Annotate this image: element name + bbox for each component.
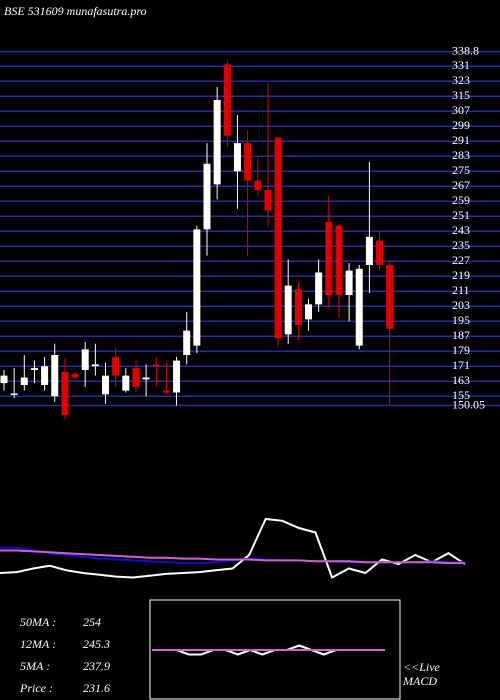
candle-body (274, 137, 282, 339)
indicator-value: 254 (83, 615, 101, 629)
candle-body (213, 100, 221, 185)
candle-body (294, 289, 302, 325)
indicator-name: 5MA : (20, 659, 50, 673)
ma-line (0, 517, 466, 579)
y-tick-label: 291 (452, 133, 470, 147)
y-tick-label: 211 (452, 283, 470, 297)
candle-body (315, 272, 323, 305)
candle-body (41, 366, 49, 385)
indicator-value: 237.9 (83, 659, 110, 673)
candle-body (244, 143, 252, 181)
y-tick-label: 243 (452, 223, 470, 237)
candle-body (365, 236, 373, 265)
chart-title: BSE 531609 munafasutra.pro (4, 4, 147, 18)
y-tick-label: 338.8 (452, 43, 479, 57)
candle-body (81, 349, 89, 370)
y-tick-label: 219 (452, 268, 470, 282)
candle-body (30, 368, 38, 370)
macd-link: <<Live MACD (402, 660, 441, 688)
candle-body (284, 285, 292, 335)
y-tick-label: 259 (452, 193, 470, 207)
candle-body (173, 360, 181, 393)
candle-body (203, 163, 211, 230)
indicator-name: 12MA : (20, 637, 56, 651)
ma-line (0, 546, 465, 565)
y-tick-label: 299 (452, 118, 470, 132)
candle-body (132, 368, 140, 387)
y-tick-label: 307 (452, 103, 470, 117)
candle-body (0, 375, 8, 384)
candle-body (142, 377, 150, 380)
candle-body (10, 393, 18, 395)
y-tick-label: 150.05 (452, 397, 485, 411)
candle-body (264, 190, 272, 211)
candle-body (91, 364, 99, 367)
y-tick-label: 163 (452, 373, 470, 387)
y-tick-label: 235 (452, 238, 470, 252)
y-tick-label: 187 (452, 328, 470, 342)
candle-body (335, 225, 343, 295)
candle-body (183, 330, 191, 355)
candle-body (193, 229, 201, 346)
y-tick-label: 203 (452, 298, 470, 312)
y-tick-label: 315 (452, 88, 470, 102)
y-tick-label: 275 (452, 163, 470, 177)
indicator-value: 245.3 (83, 637, 110, 651)
candle-body (254, 180, 262, 190)
y-tick-label: 283 (452, 148, 470, 162)
candle-body (71, 373, 79, 378)
candle-body (112, 356, 120, 376)
candle-body (102, 375, 109, 395)
indicator-name: Price : (19, 681, 53, 695)
candle-body (51, 355, 59, 397)
indicator-value: 231.6 (83, 681, 110, 695)
y-tick-label: 195 (452, 313, 470, 327)
candle-body (20, 377, 28, 385)
y-tick-label: 227 (452, 253, 470, 267)
ma-line (0, 549, 465, 565)
candle-body (162, 390, 170, 393)
candle-body (223, 64, 231, 136)
y-tick-label: 179 (452, 343, 470, 357)
candle-body (122, 375, 130, 391)
candle-body (305, 304, 312, 320)
candle-body (386, 265, 394, 329)
candle-body (61, 371, 69, 415)
y-tick-label: 171 (452, 358, 470, 372)
candle-body (152, 364, 160, 367)
candle-body (345, 270, 353, 295)
candle-body (325, 221, 333, 295)
macd-box (149, 599, 401, 700)
y-tick-label: 267 (452, 178, 470, 192)
y-tick-label: 323 (452, 73, 470, 87)
candle-body (355, 268, 363, 346)
candle-body (376, 240, 384, 265)
y-tick-label: 155 (452, 388, 470, 402)
y-tick-label: 331 (452, 58, 470, 72)
candle-body (233, 143, 241, 172)
indicator-name: 50MA : (20, 615, 56, 629)
y-tick-label: 251 (452, 208, 470, 222)
